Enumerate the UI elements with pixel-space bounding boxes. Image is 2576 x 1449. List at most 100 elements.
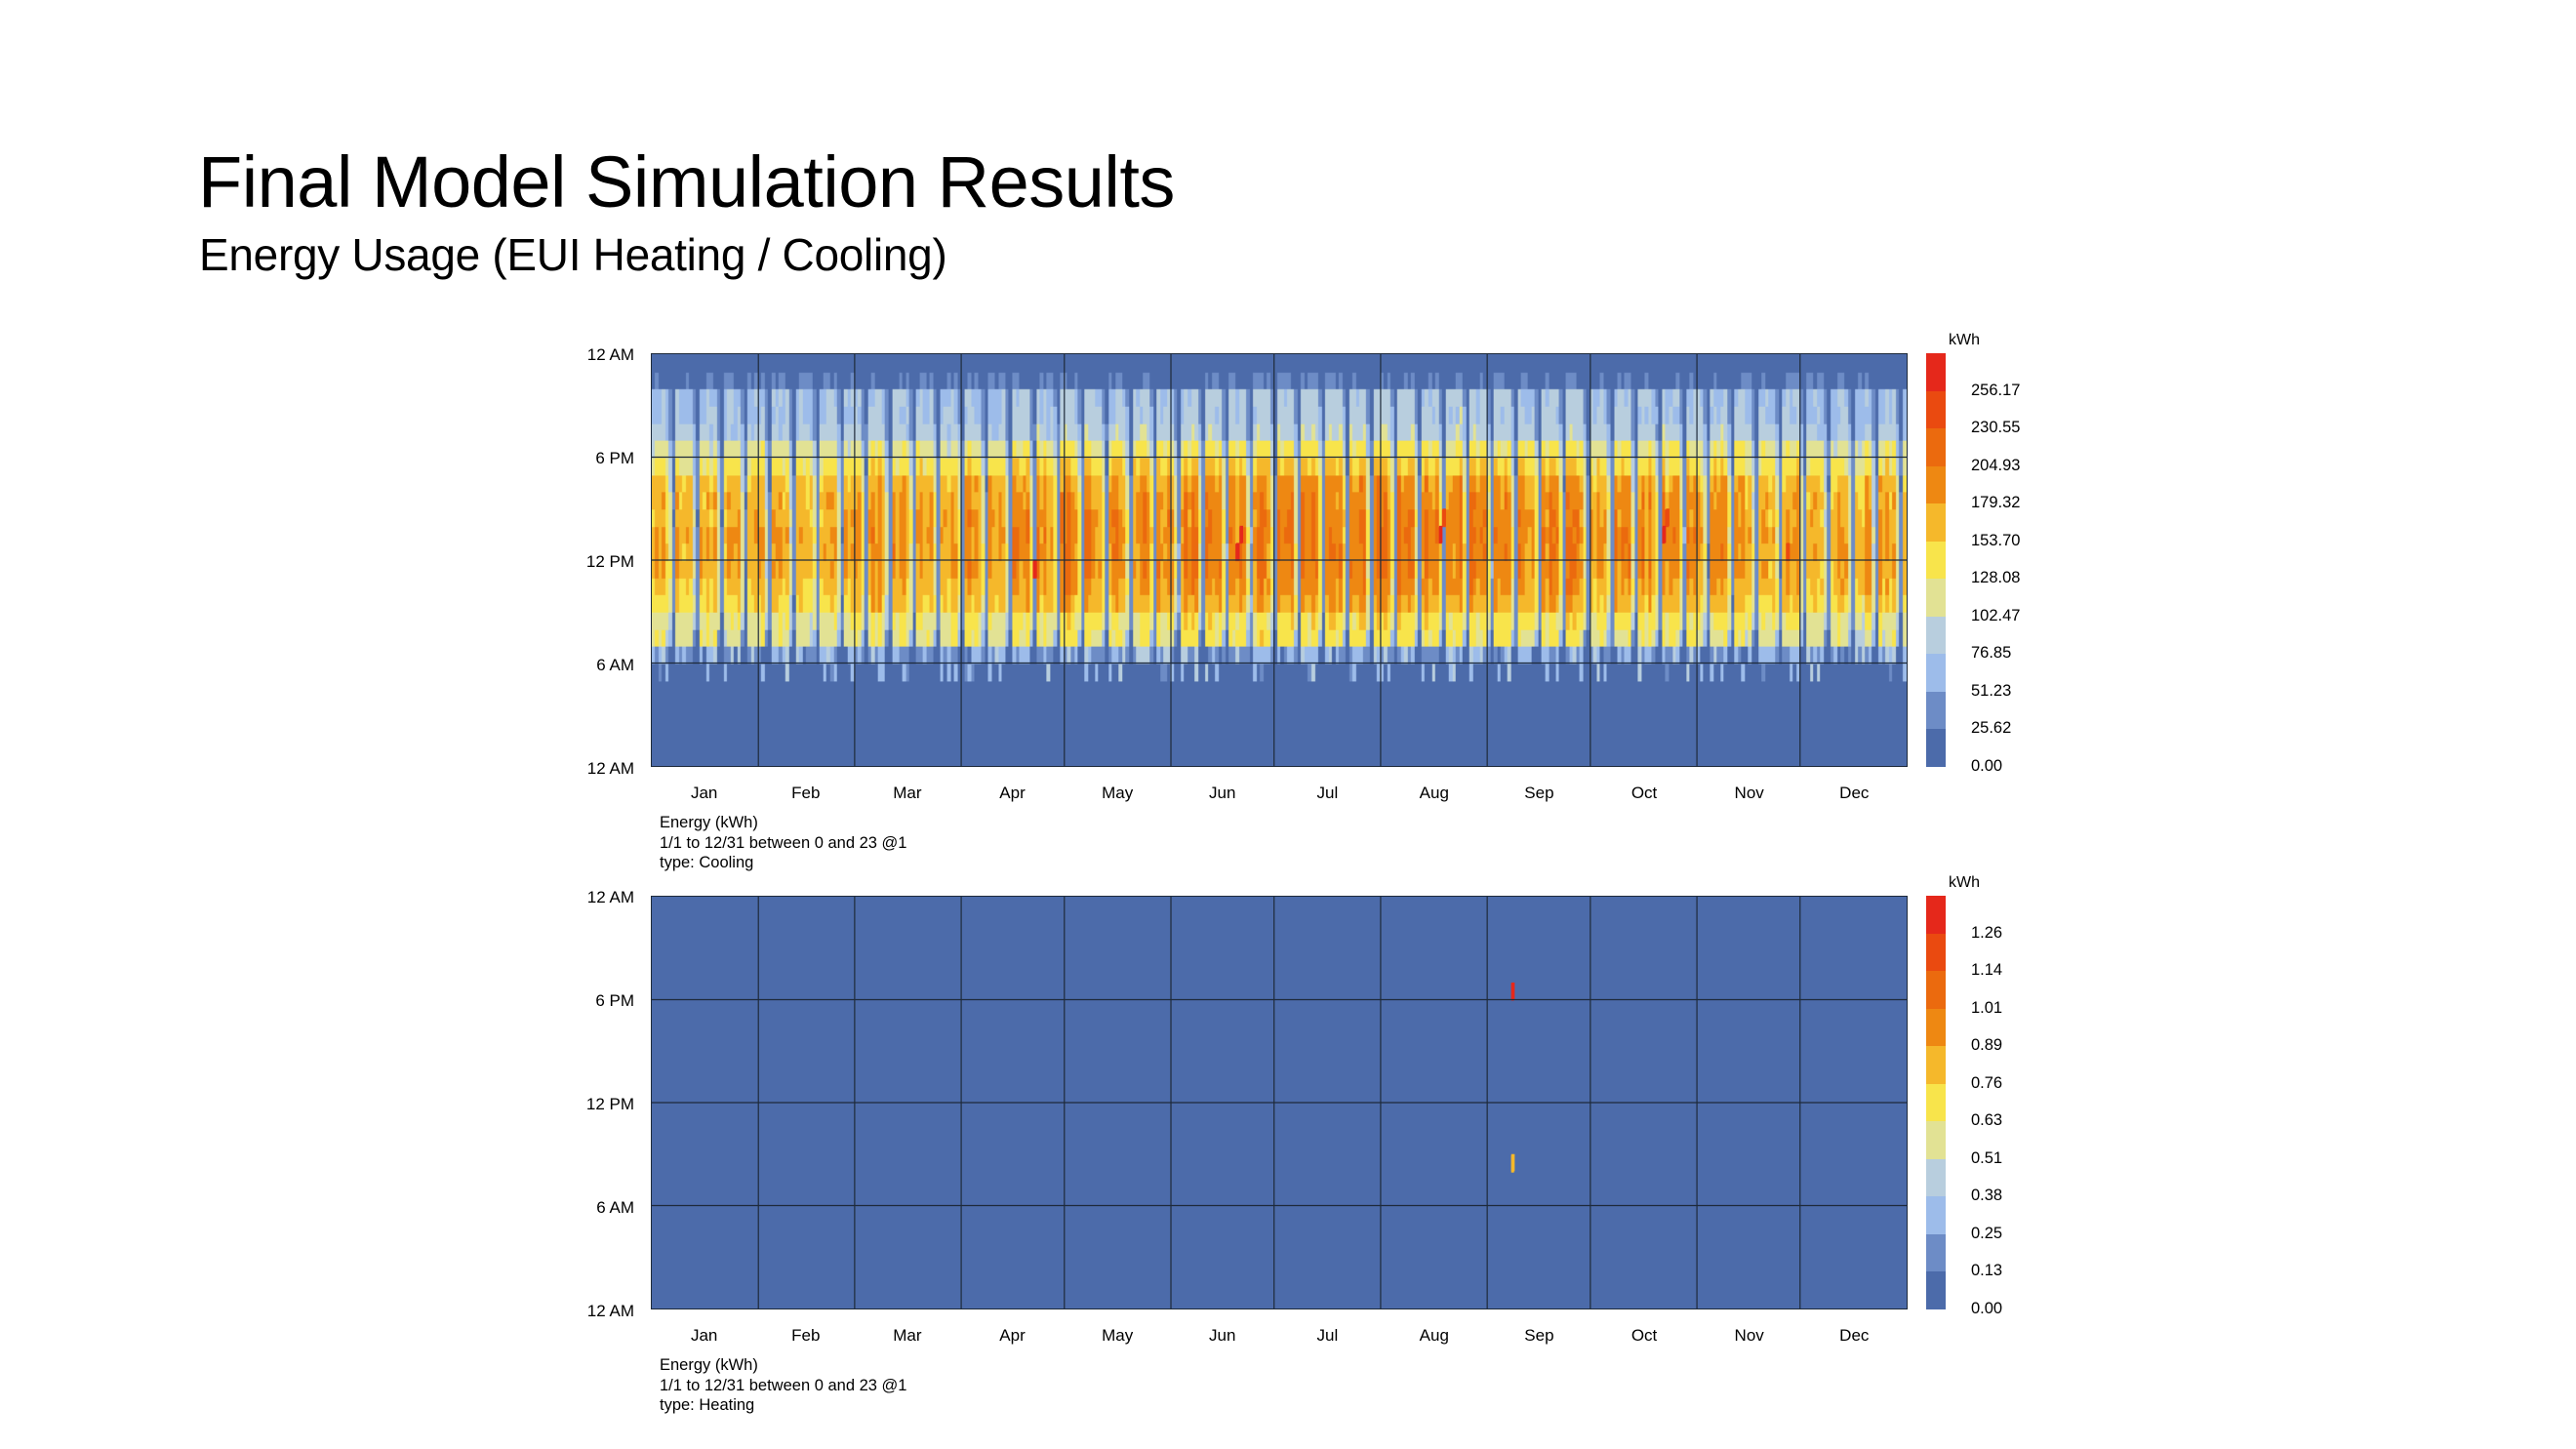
heatmap-cell (1235, 543, 1240, 560)
legend-swatch (1926, 729, 1946, 767)
cooling-chart-panel: 12 AM 6 PM 12 PM 6 AM 12 AM Jan Feb Mar Apr… (0, 332, 2576, 878)
caption-line: type: Cooling (660, 854, 754, 871)
heatmap-cell (1438, 525, 1443, 543)
x-tick-label: Sep (1524, 1326, 1554, 1345)
legend-tick-label: 0.89 (1971, 1036, 2003, 1055)
caption-line: 1/1 to 12/31 between 0 and 23 @1 (660, 1376, 907, 1394)
heatmap-cell (1662, 525, 1667, 543)
y-tick-label: 12 AM (586, 1302, 634, 1320)
caption-line: Energy (kWh) (660, 1356, 758, 1374)
legend-swatch (1926, 896, 1946, 934)
x-tick-label: Aug (1419, 784, 1449, 802)
heatmap-cell (1510, 982, 1515, 1000)
legend-tick-label: 0.63 (1971, 1111, 2003, 1130)
x-tick-label: Sep (1524, 784, 1554, 802)
legend-tick-label: 76.85 (1971, 644, 2012, 663)
x-tick-label: Jan (690, 784, 718, 802)
legend-tick-label: 128.08 (1971, 569, 2021, 587)
legend-swatch (1926, 1158, 1946, 1197)
heatmap-cell (1033, 560, 1037, 578)
caption-line: 1/1 to 12/31 between 0 and 23 @1 (660, 833, 907, 852)
y-tick-label: 6 AM (596, 1198, 634, 1217)
x-tick-label: Aug (1419, 1326, 1449, 1345)
x-tick-label: Mar (893, 1326, 922, 1345)
legend-tick-label: 0.00 (1971, 757, 2003, 775)
legend-tick-label: 0.51 (1971, 1148, 2003, 1167)
y-tick-label: 6 AM (596, 656, 634, 674)
legend-swatch (1926, 353, 1946, 391)
heatmap-cell (1239, 525, 1244, 543)
heating-heatmap-grid (652, 897, 1907, 1308)
y-tick-label: 6 PM (595, 991, 634, 1010)
legend-tick-label: 0.00 (1971, 1300, 2003, 1317)
legend-swatch (1926, 691, 1946, 730)
x-tick-label: Jun (1209, 1326, 1236, 1345)
legend-swatch (1926, 503, 1946, 542)
heatmap-cell (1786, 543, 1791, 560)
y-tick-label: 12 AM (586, 888, 634, 906)
x-tick-label: Jul (1316, 1326, 1339, 1345)
heatmap-cell (1510, 1153, 1515, 1172)
legend-tick-label: 51.23 (1971, 681, 2012, 700)
legend-swatch (1926, 541, 1946, 580)
caption-line: Energy (kWh) (660, 814, 758, 831)
x-tick-label: Dec (1839, 1326, 1870, 1345)
legend-swatch (1926, 1046, 1946, 1084)
legend-swatch (1926, 1233, 1946, 1272)
x-tick-label: Oct (1630, 1326, 1658, 1345)
legend-tick-label: 0.38 (1971, 1187, 2003, 1205)
legend-tick-label: 0.76 (1971, 1073, 2003, 1092)
x-tick-label: Feb (791, 784, 821, 802)
legend-tick-label: 25.62 (1971, 719, 2012, 738)
legend-swatch (1926, 654, 1946, 692)
cooling-caption: Energy (kWh) 1/1 to 12/31 between 0 and … (660, 813, 906, 873)
page-title: Final Model Simulation Results (198, 141, 1175, 222)
legend-tick-label: 1.14 (1971, 961, 2003, 980)
legend-swatch (1926, 933, 1946, 972)
x-tick-label: Dec (1839, 784, 1870, 802)
legend-swatch (1926, 579, 1946, 617)
x-tick-label: Jul (1316, 784, 1339, 802)
legend-swatch (1926, 390, 1946, 429)
legend-tick-label: 179.32 (1971, 494, 2021, 512)
heating-chart-panel: 12 AM 6 PM 12 PM 6 AM 12 AM Jan Feb Mar Apr… (0, 874, 2576, 1421)
legend-swatch (1926, 616, 1946, 655)
legend-tick-label: 1.26 (1971, 923, 2003, 942)
x-tick-label: Apr (999, 784, 1026, 802)
x-tick-label: Oct (1630, 784, 1658, 802)
legend-swatch (1926, 1271, 1946, 1309)
legend-swatch (1926, 1008, 1946, 1047)
legend-swatch (1926, 1121, 1946, 1159)
legend-tick-label: 102.47 (1971, 606, 2021, 624)
x-tick-label: May (1102, 784, 1134, 802)
x-tick-label: Mar (893, 784, 922, 802)
legend-tick-label: 0.13 (1971, 1262, 2003, 1280)
x-tick-label: Nov (1734, 784, 1764, 802)
y-tick-label: 12 PM (585, 1095, 634, 1113)
x-tick-label: Apr (999, 1326, 1026, 1345)
x-tick-label: Jun (1209, 784, 1236, 802)
legend-swatch (1926, 465, 1946, 504)
caption-line: type: Heating (660, 1396, 755, 1414)
heating-caption: Energy (kWh) 1/1 to 12/31 between 0 and … (660, 1355, 906, 1416)
heatmap-cell (1666, 508, 1670, 526)
legend-unit: kWh (1949, 874, 1980, 891)
legend-swatch (1926, 1083, 1946, 1122)
x-tick-label: Nov (1734, 1326, 1764, 1345)
legend-tick-label: 1.01 (1971, 998, 2003, 1017)
y-tick-label: 12 AM (586, 345, 634, 364)
legend-tick-label: 153.70 (1971, 531, 2021, 549)
legend-swatch (1926, 971, 1946, 1009)
cooling-heatmap (651, 353, 1908, 767)
legend-tick-label: 0.25 (1971, 1224, 2003, 1242)
y-tick-label: 6 PM (595, 449, 634, 467)
legend-swatch (1926, 1196, 1946, 1234)
legend-tick-label: 230.55 (1971, 419, 2021, 437)
cooling-heatmap-grid (652, 354, 1907, 766)
legend-tick-label: 204.93 (1971, 456, 2021, 474)
cooling-color-legend (1926, 353, 1946, 767)
heating-color-legend (1926, 896, 1946, 1309)
legend-tick-label: 256.17 (1971, 381, 2021, 399)
x-tick-label: Jan (690, 1326, 718, 1345)
legend-unit: kWh (1949, 332, 1980, 348)
